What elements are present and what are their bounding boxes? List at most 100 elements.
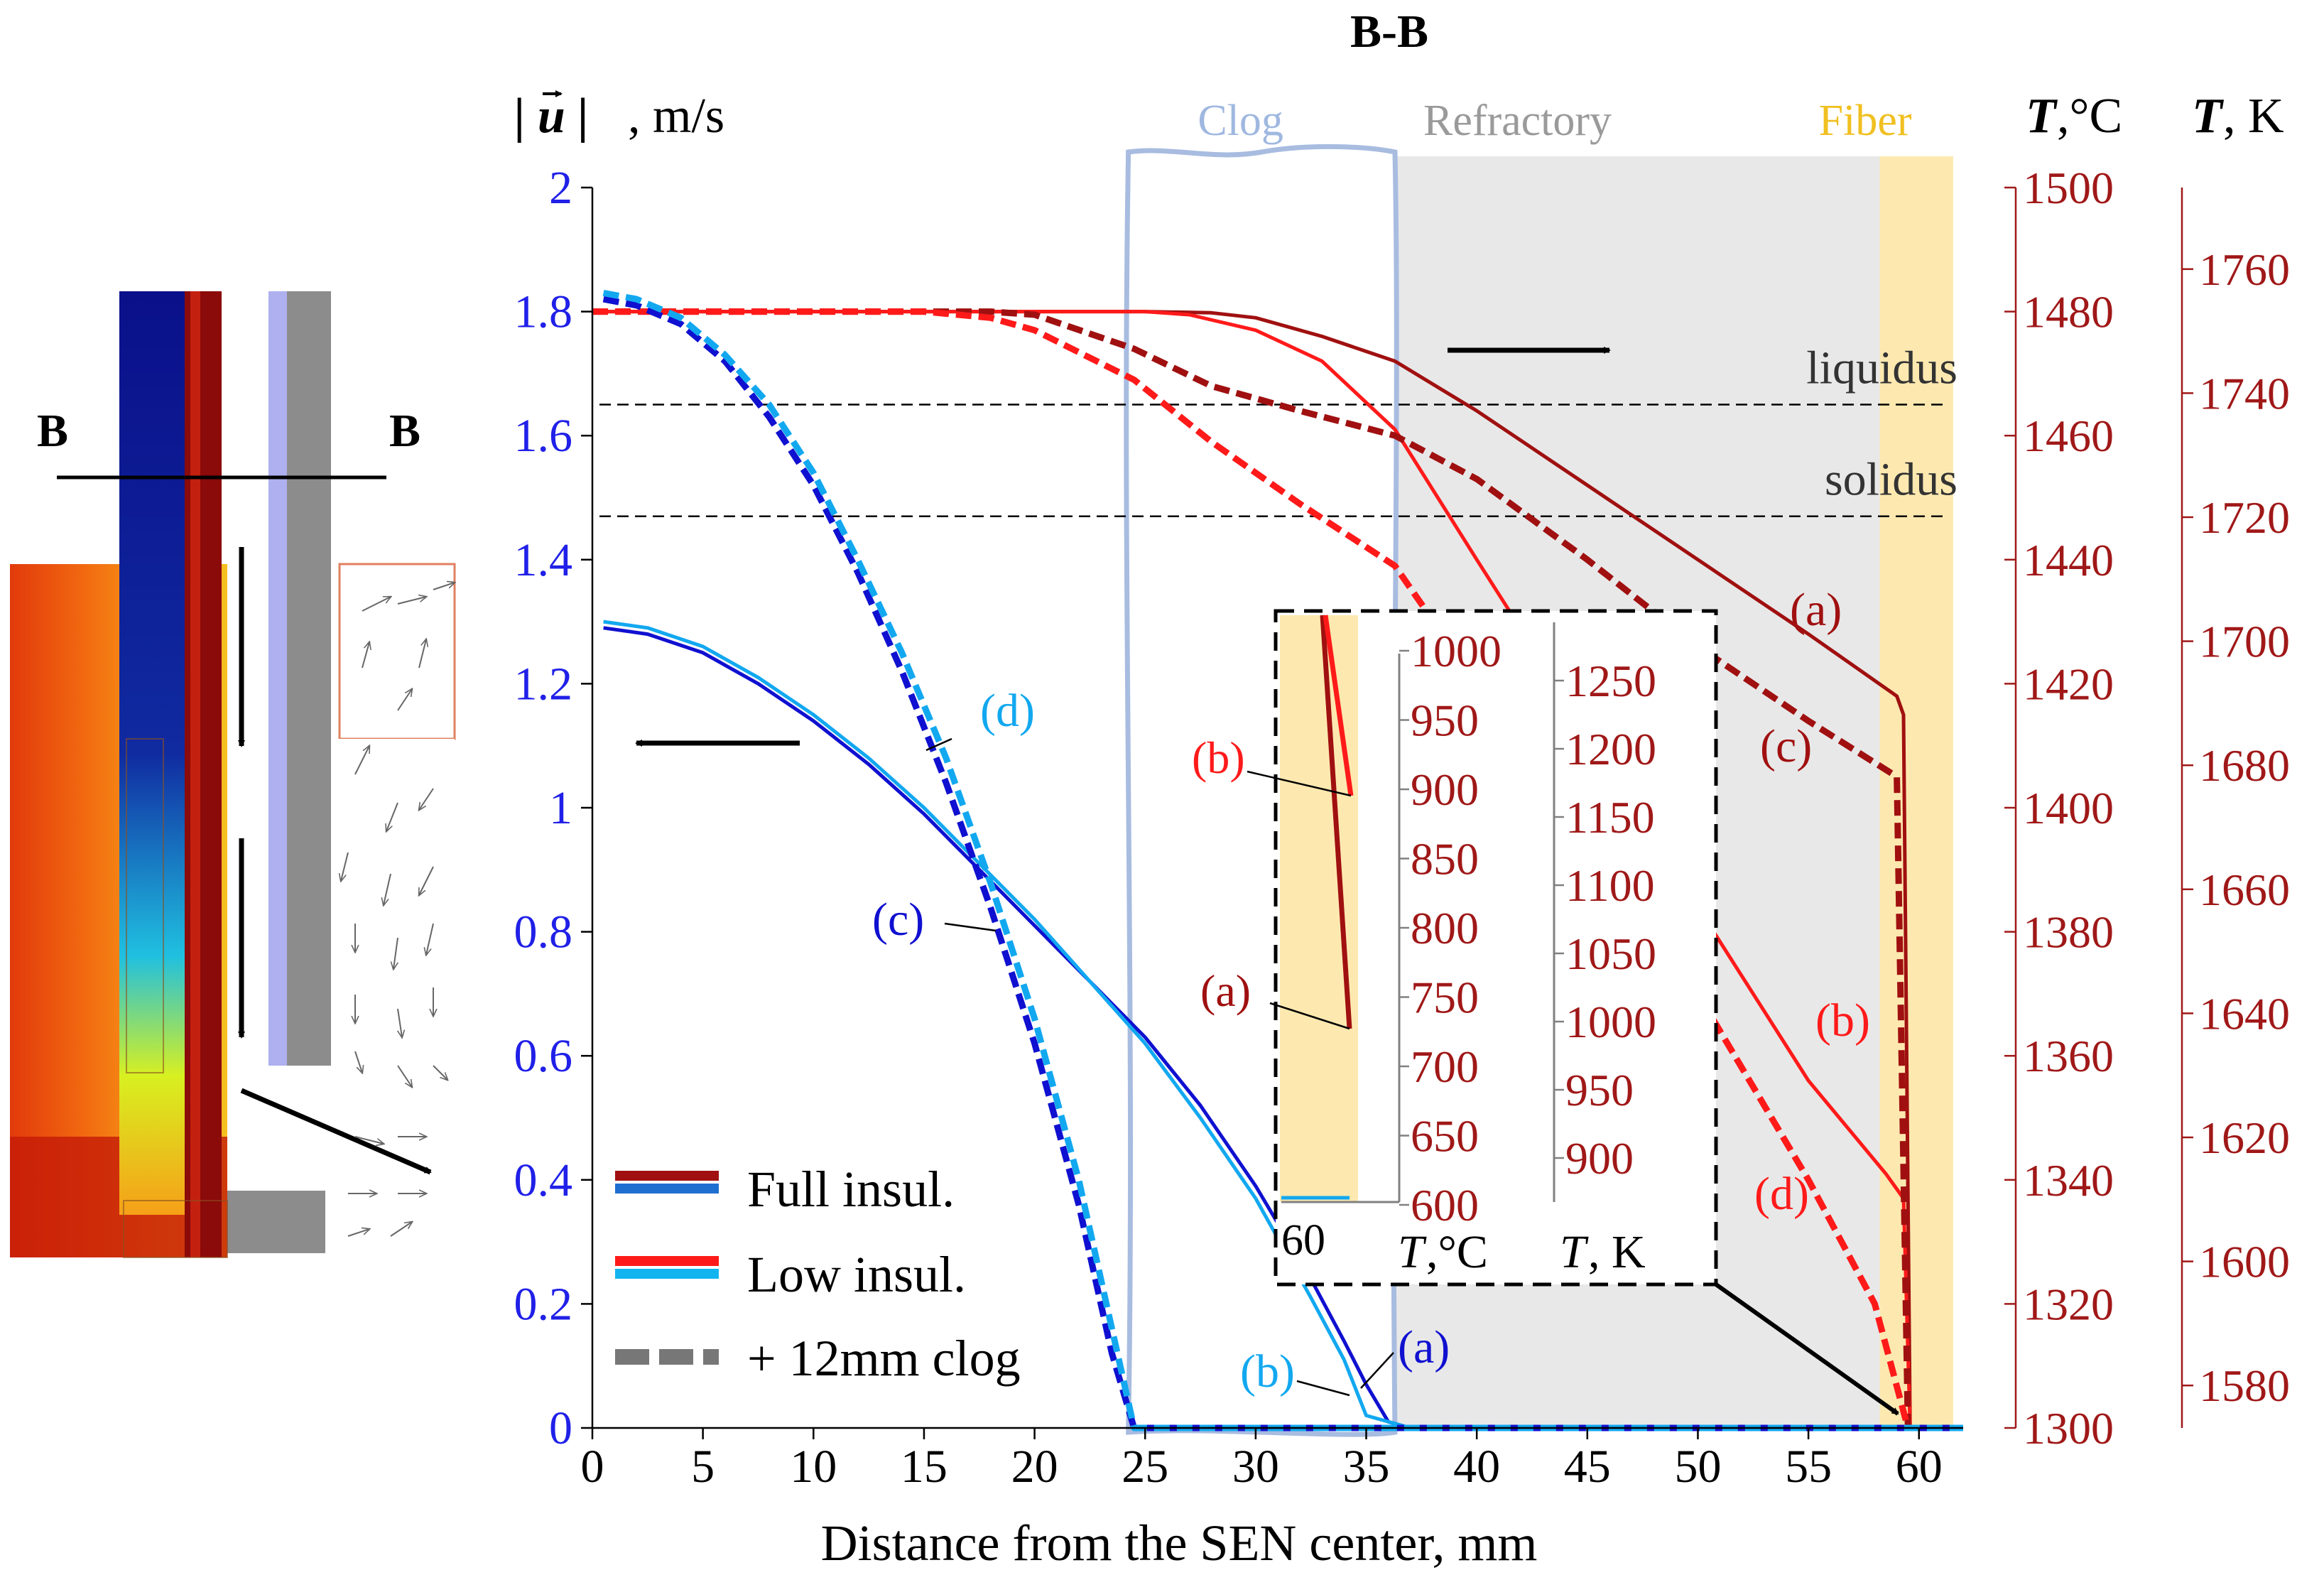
sen-cross-section: B B bbox=[10, 291, 456, 1258]
legend-swatch-full-blue bbox=[615, 1184, 719, 1194]
x-tick-label-11: 55 bbox=[1785, 1441, 1832, 1493]
inset-k-tick-label-0: 1250 bbox=[1565, 656, 1656, 706]
curve-label-5: (c) bbox=[872, 894, 924, 946]
velocity-vector-10 bbox=[384, 873, 391, 905]
curve-label-0: (a) bbox=[1790, 584, 1842, 636]
velocity-vector-18 bbox=[354, 1051, 362, 1073]
legend-label-clog: + 12mm clog bbox=[747, 1330, 1021, 1387]
y-right-k-tick-label-9: 1760 bbox=[2199, 244, 2290, 295]
x-tick-label-1: 5 bbox=[691, 1441, 715, 1493]
curve-label-2: (b) bbox=[1815, 995, 1870, 1046]
main-plot: Clog Refractory Fiber liquidus solidus 0… bbox=[514, 6, 2291, 1571]
velocity-vector-9 bbox=[341, 852, 349, 881]
y-right-k-tick-label-8: 1740 bbox=[2199, 368, 2290, 418]
inset-label-k-unit: , K bbox=[1588, 1226, 1646, 1278]
inset-k-tick-label-7: 900 bbox=[1565, 1133, 1634, 1184]
x-tick-label-9: 45 bbox=[1564, 1441, 1611, 1493]
y-left-tick-label-4: 0.8 bbox=[514, 906, 573, 958]
y-left-tick-label-1: 0.2 bbox=[514, 1278, 573, 1330]
y-right-c-tick-label-8: 1460 bbox=[2023, 411, 2114, 461]
inset-fiber-band bbox=[1280, 615, 1358, 1202]
y-right-c-unit: ,°C bbox=[2057, 89, 2122, 144]
y-right-k-axis-title: T , K bbox=[2192, 89, 2284, 144]
section-label-left: B bbox=[37, 405, 68, 457]
curve-label-1: (c) bbox=[1760, 720, 1812, 772]
velocity-vector-11 bbox=[419, 866, 434, 895]
y-right-c-symbol: T bbox=[2026, 89, 2058, 144]
y-right-c-tick-label-3: 1360 bbox=[2023, 1031, 2114, 1081]
velocity-vector-26 bbox=[390, 1222, 412, 1237]
velocity-vector-4 bbox=[418, 639, 426, 669]
velocity-vector-0 bbox=[362, 597, 391, 612]
legend-swatch-low-blue bbox=[615, 1269, 719, 1279]
y-right-k-tick-label-2: 1620 bbox=[2199, 1113, 2290, 1163]
region-label-clog: Clog bbox=[1198, 97, 1283, 145]
lower-outline bbox=[123, 1200, 228, 1258]
inset-c-tick-label-2: 900 bbox=[1411, 764, 1479, 815]
inset-c-tick-label-5: 750 bbox=[1411, 973, 1479, 1023]
inset-curve-a bbox=[1320, 615, 1352, 1029]
inset-leader-b bbox=[1247, 770, 1352, 797]
inset-c-tick-label-4: 800 bbox=[1411, 903, 1479, 953]
y-right-k-unit: , K bbox=[2223, 89, 2284, 144]
y-left-axis-title: | u | , m/s bbox=[514, 89, 724, 144]
x-tick-label-4: 20 bbox=[1011, 1441, 1058, 1493]
velocity-vector-5 bbox=[397, 689, 412, 711]
velocity-vector-7 bbox=[386, 802, 398, 831]
velocity-vector-1 bbox=[397, 597, 426, 605]
velocity-vector-8 bbox=[419, 788, 434, 810]
inset-c-tick-label-3: 850 bbox=[1411, 834, 1479, 884]
gap-region bbox=[229, 291, 264, 1257]
curve-labels: (a) (c) (b) (d) (d) (c) (b) (a) bbox=[872, 584, 1870, 1397]
x-tick-label-10: 50 bbox=[1674, 1441, 1721, 1493]
curve-label-3: (d) bbox=[1754, 1168, 1809, 1220]
velocity-vector-16 bbox=[398, 1008, 402, 1037]
velocity-vector-20 bbox=[433, 1065, 447, 1080]
inner-outline bbox=[126, 738, 164, 1073]
x-tick-label-8: 40 bbox=[1453, 1441, 1500, 1493]
y-right-c-tick-label-4: 1380 bbox=[2023, 907, 2114, 958]
series-line-1 bbox=[592, 310, 1912, 1429]
y-right-k-tick-label-5: 1680 bbox=[2199, 740, 2290, 791]
y-right-c-tick-label-9: 1480 bbox=[2023, 287, 2114, 337]
flow-arrow-out bbox=[240, 1088, 432, 1175]
y-left-tick-label-7: 1.4 bbox=[514, 534, 573, 586]
axes-layer: 0 5 10 15 20 25 30 35 40 45 50 55 6000.20.40.60.811.… bbox=[514, 162, 2291, 1493]
curve-label-4: (d) bbox=[980, 685, 1035, 737]
y-right-k-tick-label-6: 1700 bbox=[2199, 617, 2290, 667]
curve-label-leader-5 bbox=[944, 922, 997, 932]
y-right-c-tick-label-2: 1340 bbox=[2023, 1155, 2114, 1206]
inset-label-c-symbol: T bbox=[1398, 1226, 1427, 1278]
y-left-tick-label-3: 0.6 bbox=[514, 1030, 573, 1082]
region-label-refractory: Refractory bbox=[1423, 97, 1612, 145]
x-tick-label-5: 25 bbox=[1122, 1441, 1168, 1493]
inset-x-tick: 60 bbox=[1281, 1216, 1325, 1265]
legend-label-low: Low insul. bbox=[747, 1246, 966, 1303]
inset-c-tick-label-8: 600 bbox=[1411, 1180, 1479, 1230]
x-tick-label-12: 60 bbox=[1896, 1441, 1943, 1493]
sen-wall-inner bbox=[190, 291, 200, 1257]
flux-box bbox=[338, 563, 456, 740]
y-right-k-tick-label-4: 1660 bbox=[2199, 865, 2290, 915]
y-right-c-tick-label-1: 1320 bbox=[2023, 1279, 2114, 1329]
x-axis-label: Distance from the SEN center, mm bbox=[821, 1515, 1538, 1571]
inset-leader-a bbox=[1269, 1002, 1350, 1030]
y-left-label-symbol: | u | bbox=[514, 89, 589, 144]
inset-label-k-symbol: T bbox=[1560, 1226, 1589, 1278]
curve-label-leader-6 bbox=[1296, 1380, 1350, 1397]
y-left-label-unit: , m/s bbox=[628, 89, 724, 144]
inset-label-c-unit: ,°C bbox=[1426, 1226, 1488, 1278]
velocity-vector-25 bbox=[347, 1229, 369, 1237]
y-right-c-axis-title: T ,°C bbox=[2026, 89, 2122, 144]
series-line-3 bbox=[592, 308, 1911, 1429]
chart-title: B-B bbox=[1350, 6, 1428, 58]
inset-c-tick-label-0: 1000 bbox=[1411, 626, 1502, 676]
velocity-vector-3 bbox=[362, 642, 369, 669]
inset-c-tick-label-6: 700 bbox=[1411, 1041, 1479, 1092]
y-left-tick-label-10: 2 bbox=[549, 162, 572, 214]
region-label-fiber: Fiber bbox=[1819, 97, 1912, 145]
liquidus-label: liquidus bbox=[1806, 342, 1958, 394]
y-left-tick-label-2: 0.4 bbox=[514, 1154, 573, 1206]
fiber-region bbox=[1879, 156, 1953, 1428]
